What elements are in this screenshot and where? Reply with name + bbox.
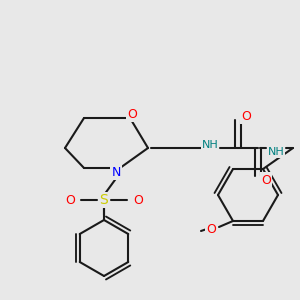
Text: S: S — [100, 193, 108, 207]
Text: NH: NH — [202, 140, 218, 150]
Text: O: O — [261, 173, 271, 187]
Text: NH: NH — [268, 147, 284, 157]
Text: N: N — [111, 166, 121, 178]
Text: O: O — [206, 224, 216, 236]
Text: O: O — [241, 110, 251, 122]
Text: O: O — [127, 107, 137, 121]
Text: O: O — [133, 194, 143, 206]
Text: O: O — [65, 194, 75, 206]
